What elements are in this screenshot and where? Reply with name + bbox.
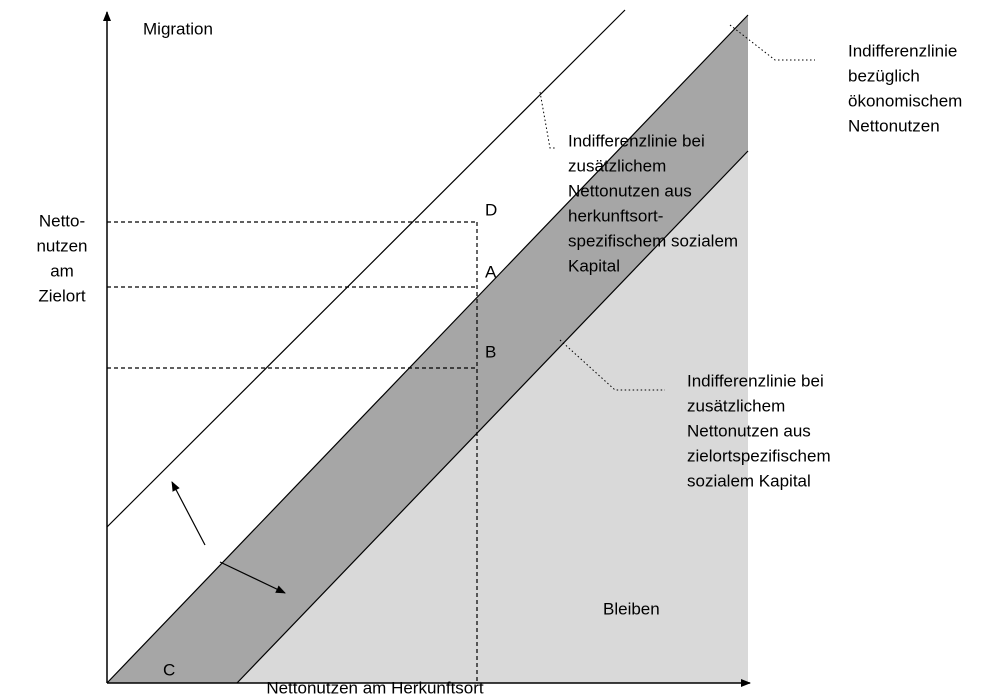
- annotation-line: Nettonutzen aus: [568, 181, 692, 200]
- side-label: Zielort: [38, 286, 86, 305]
- point-label: A: [485, 262, 497, 281]
- annotations: Indifferenzlinie bezüglich ökonomischem Net…: [568, 41, 962, 490]
- annotation-line: Nettonutzen aus: [687, 421, 811, 440]
- indifference-line-economic: [106, 14, 749, 684]
- shift-arrow: [171, 481, 206, 546]
- annotation-line: Kapital: [568, 256, 620, 275]
- point-label: D: [485, 200, 497, 219]
- annotation-line: Indifferenzlinie bei: [687, 371, 824, 390]
- annotation-line: spezifischem sozialem: [568, 231, 738, 250]
- annotation-line: ökonomischem: [848, 91, 962, 110]
- dashed-guides: [107, 221, 478, 683]
- annotation-line: zielortspezifischem: [687, 446, 831, 465]
- point-label: B: [485, 342, 496, 361]
- y-axis-label: Migration: [143, 19, 213, 38]
- annotation-line: zusätzlichem: [568, 156, 666, 175]
- side-label: am: [50, 261, 74, 280]
- indifference-line-origin: [106, 9, 626, 528]
- annotation-line: herkunftsort-: [568, 206, 663, 225]
- annotation-line: Indifferenzlinie: [848, 41, 957, 60]
- leader-lines: [539, 24, 815, 391]
- annotation-line: Nettonutzen: [848, 116, 940, 135]
- side-label: Netto-: [39, 211, 85, 230]
- annotation-line: zusätzlichem: [687, 396, 785, 415]
- annotation-line: Indifferenzlinie bei: [568, 131, 705, 150]
- side-label: nutzen: [36, 236, 87, 255]
- shift-arrow: [219, 561, 286, 594]
- x-axis-label: Nettonutzen am Herkunftsort: [266, 678, 484, 697]
- point-label: C: [163, 660, 175, 679]
- region-label: Bleiben: [603, 599, 660, 618]
- annotation-line: bezüglich: [848, 66, 920, 85]
- indifference-line-destination: [236, 150, 749, 684]
- annotation-line: sozialem Kapital: [687, 471, 811, 490]
